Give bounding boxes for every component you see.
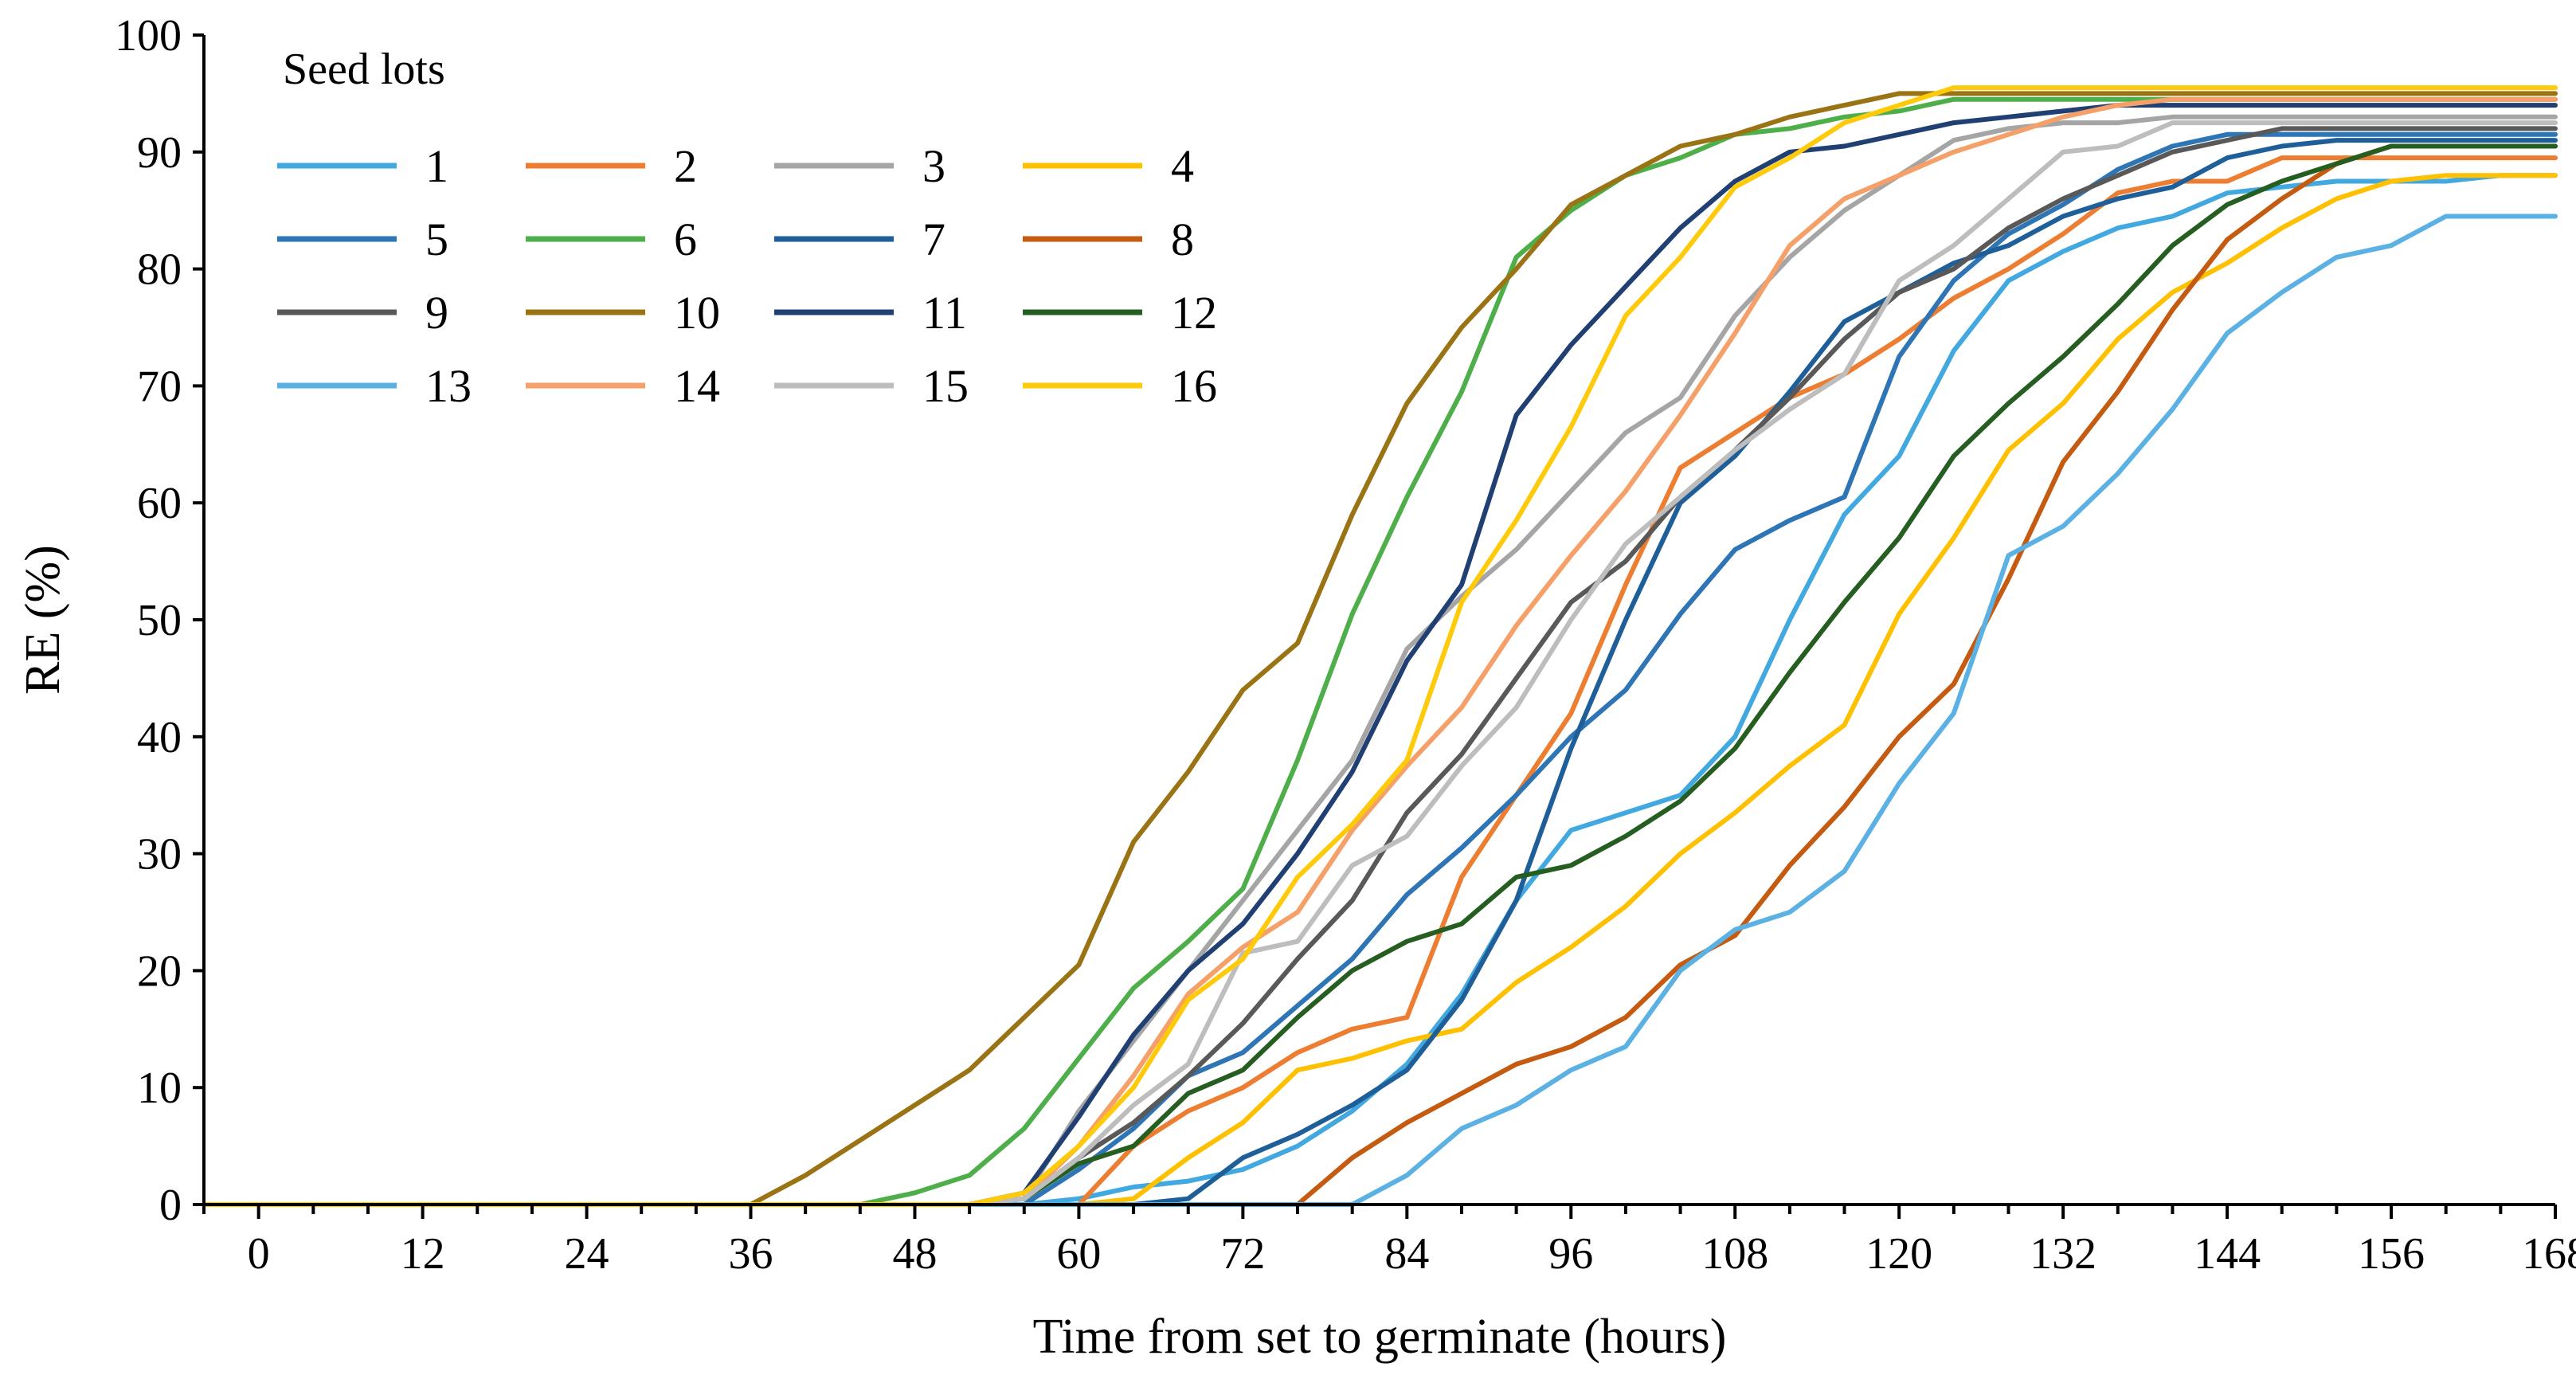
legend-label-12: 12 [1171, 287, 1217, 339]
series-line-15 [202, 120, 2558, 1207]
series-line-6 [202, 96, 2558, 1207]
x-tick-label: 108 [1701, 1229, 1768, 1279]
series-line-5 [202, 131, 2558, 1207]
series-line-3 [202, 114, 2558, 1207]
legend-label-2: 2 [674, 140, 697, 192]
x-axis-title: Time from set to germinate (hours) [1033, 1310, 1727, 1364]
legend-label-1: 1 [425, 140, 448, 192]
series-line-4 [202, 173, 2558, 1207]
series-line-16 [202, 85, 2558, 1207]
axes [202, 35, 2555, 1206]
x-tick-label: 72 [1220, 1229, 1265, 1279]
x-tick-label: 24 [565, 1229, 609, 1279]
x-tick-label: 156 [2358, 1229, 2425, 1279]
y-tick-label: 80 [137, 245, 182, 295]
series-lines [202, 85, 2558, 1207]
x-tick-label: 60 [1056, 1229, 1101, 1279]
x-tick-label: 36 [729, 1229, 773, 1279]
x-tick-label: 96 [1548, 1229, 1593, 1279]
legend-label-16: 16 [1171, 360, 1217, 412]
legend-title: Seed lots [283, 45, 445, 94]
y-tick-label: 60 [137, 479, 182, 528]
y-tick-label: 100 [115, 11, 182, 61]
series-line-8 [202, 143, 2558, 1207]
y-tick-label: 0 [159, 1181, 182, 1230]
legend-label-11: 11 [922, 287, 967, 339]
legend-label-3: 3 [922, 140, 945, 192]
legend-label-14: 14 [674, 360, 720, 412]
legend-label-5: 5 [425, 214, 448, 265]
y-axis-title: RE (%) [16, 545, 70, 695]
legend-label-10: 10 [674, 287, 720, 339]
x-tick-label: 0 [248, 1229, 270, 1279]
series-line-12 [202, 143, 2558, 1207]
x-tick-label: 144 [2194, 1229, 2261, 1279]
x-tick-label: 132 [2030, 1229, 2096, 1279]
x-tick-label: 48 [892, 1229, 937, 1279]
y-tick-label: 50 [137, 596, 182, 645]
y-tick-label: 70 [137, 362, 182, 411]
legend-label-15: 15 [922, 360, 969, 412]
y-tick-label: 40 [137, 713, 182, 762]
legend-label-9: 9 [425, 287, 448, 339]
x-tick-label: 84 [1384, 1229, 1429, 1279]
series-line-7 [202, 138, 2558, 1207]
series-line-10 [202, 91, 2558, 1207]
y-tick-label: 90 [137, 128, 182, 178]
y-tick-label: 10 [137, 1064, 182, 1113]
series-line-9 [202, 126, 2558, 1207]
legend-label-13: 13 [425, 360, 472, 412]
legend-label-4: 4 [1171, 140, 1194, 192]
legend-label-8: 8 [1171, 214, 1194, 265]
x-tick-label: 12 [401, 1229, 445, 1279]
x-tick-label: 120 [1865, 1229, 1932, 1279]
y-tick-label: 20 [137, 946, 182, 996]
legend-label-6: 6 [674, 214, 697, 265]
series-line-13 [202, 214, 2558, 1207]
legend-label-7: 7 [922, 214, 945, 265]
y-tick-label: 30 [137, 830, 182, 880]
x-tick-label: 168 [2522, 1229, 2576, 1279]
series-line-14 [202, 96, 2558, 1207]
